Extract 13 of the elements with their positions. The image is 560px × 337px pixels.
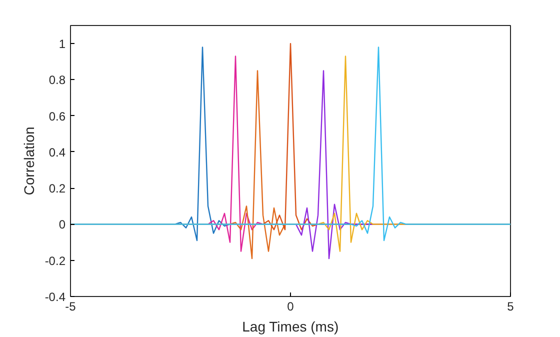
y-tick-label: 0.6 <box>48 109 66 124</box>
x-tick-label: -5 <box>65 300 76 314</box>
y-tick-label: -0.4 <box>44 290 66 304</box>
x-tick-label: 5 <box>507 300 514 314</box>
y-tick-label: 0 <box>58 218 66 232</box>
y-tick-label: 0.8 <box>48 73 66 88</box>
y-axis-title: Correlation <box>20 126 37 196</box>
x-axis-title: Lag Times (ms) <box>242 318 339 334</box>
y-tick-label: 0.2 <box>48 182 66 196</box>
y-tick-label: 0.4 <box>48 145 66 160</box>
y-tick-label: -0.2 <box>44 254 66 268</box>
y-tick-label: 1 <box>58 37 66 52</box>
x-tick-label: 0 <box>287 300 294 314</box>
